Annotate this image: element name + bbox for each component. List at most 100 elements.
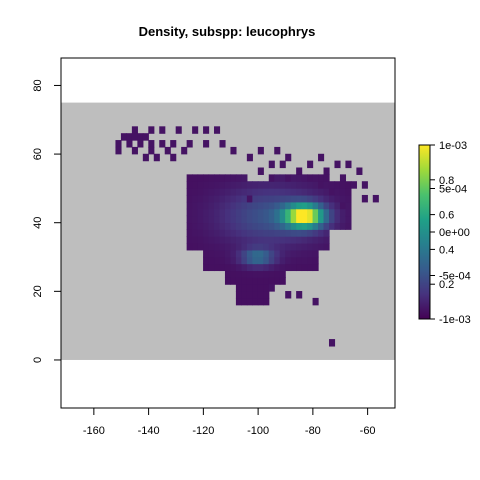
- density-cell: [186, 194, 193, 203]
- density-cell: [224, 263, 232, 272]
- density-cell: [241, 174, 248, 182]
- density-cell: [186, 236, 193, 244]
- colorbar-ticks: 1e-03 0.85e-04 0.6 0e+00 0.4 -5e-040.2 -1e-03: [430, 140, 471, 326]
- density-cell: [246, 249, 253, 258]
- density-cell: [268, 181, 275, 189]
- density-cell: [214, 229, 221, 237]
- density-cell: [274, 249, 281, 258]
- density-cell: [328, 339, 336, 347]
- density-cell: [203, 236, 210, 244]
- density-cell: [241, 256, 248, 265]
- density-cell: [170, 153, 177, 162]
- density-cell: [252, 291, 259, 299]
- density-cell: [334, 188, 341, 196]
- density-cell: [268, 208, 275, 217]
- density-cell: [268, 249, 275, 258]
- density-cell: [235, 236, 242, 244]
- density-cell: [345, 201, 352, 210]
- colorbar-tick-label: 5e-04: [439, 184, 467, 196]
- density-cell: [197, 242, 204, 251]
- density-cell: [296, 242, 303, 251]
- density-cell: [224, 242, 232, 251]
- density-cell: [263, 291, 270, 299]
- density-cell: [301, 263, 308, 272]
- density-cell: [197, 201, 204, 210]
- density-cell: [290, 249, 297, 258]
- density-cell: [290, 263, 297, 272]
- density-cell: [224, 256, 232, 265]
- density-cell: [268, 270, 275, 278]
- density-cell: [219, 256, 226, 265]
- density-cell: [252, 256, 259, 265]
- density-cell: [263, 297, 270, 306]
- density-cell: [197, 181, 204, 189]
- colorbar-tick-label: -5e-04: [439, 271, 471, 283]
- density-cell: [246, 297, 253, 306]
- density-cell: [274, 188, 281, 196]
- density-cell: [214, 174, 221, 182]
- density-cell: [241, 242, 248, 251]
- colorbar-tick-label: 0e+00: [439, 227, 470, 239]
- density-cell: [241, 208, 248, 217]
- density-cell: [290, 236, 297, 244]
- density-cell: [274, 236, 281, 244]
- density-cell: [263, 229, 270, 237]
- x-tick-label: -60: [360, 425, 376, 437]
- density-cell: [252, 270, 259, 278]
- density-cell: [268, 242, 275, 251]
- density-cell: [279, 208, 286, 217]
- density-cell: [137, 133, 144, 141]
- density-cell: [186, 208, 193, 217]
- density-cell: [301, 256, 308, 265]
- density-cell: [345, 222, 352, 230]
- density-cell: [339, 208, 347, 217]
- density-cell: [323, 174, 330, 182]
- density-cell: [334, 201, 341, 210]
- density-cell: [296, 208, 303, 217]
- density-cell: [312, 256, 319, 265]
- density-cell: [307, 208, 314, 217]
- density-cell: [290, 215, 297, 224]
- density-cell: [323, 242, 330, 251]
- density-cell: [323, 229, 330, 237]
- density-cell: [307, 215, 314, 224]
- density-cell: [263, 208, 270, 217]
- density-cell: [208, 208, 215, 217]
- density-cell: [235, 291, 242, 299]
- density-cell: [296, 181, 303, 189]
- density-cell: [279, 174, 286, 182]
- density-cell: [224, 270, 232, 278]
- density-cell: [148, 126, 155, 134]
- colorbar-tick-label: 0.6: [439, 210, 454, 222]
- density-cell: [252, 242, 259, 251]
- density-cell: [230, 256, 237, 265]
- density-cell: [328, 194, 336, 203]
- density-cell: [279, 236, 286, 244]
- density-cell: [263, 263, 270, 272]
- density-cell: [241, 201, 248, 210]
- density-cell: [290, 188, 297, 196]
- density-cell: [230, 277, 237, 285]
- density-cell: [296, 291, 303, 299]
- density-cell: [339, 201, 347, 210]
- density-cell: [197, 194, 204, 203]
- density-cell: [301, 215, 308, 224]
- density-cell: [208, 188, 215, 196]
- density-cell: [142, 153, 149, 162]
- density-cell: [307, 188, 314, 196]
- density-cell: [274, 181, 281, 189]
- density-cell: [257, 236, 264, 244]
- density-cell: [252, 222, 259, 230]
- density-cell: [192, 208, 199, 217]
- density-cell: [208, 201, 215, 210]
- density-cell: [214, 215, 221, 224]
- density-cell: [263, 284, 270, 292]
- density-cell: [252, 277, 259, 285]
- density-cell: [257, 297, 264, 306]
- density-cell: [279, 194, 286, 203]
- density-cell: [241, 236, 248, 244]
- density-cell: [219, 208, 226, 217]
- density-cell: [274, 263, 281, 272]
- density-cell: [307, 181, 314, 189]
- density-cell: [159, 126, 166, 134]
